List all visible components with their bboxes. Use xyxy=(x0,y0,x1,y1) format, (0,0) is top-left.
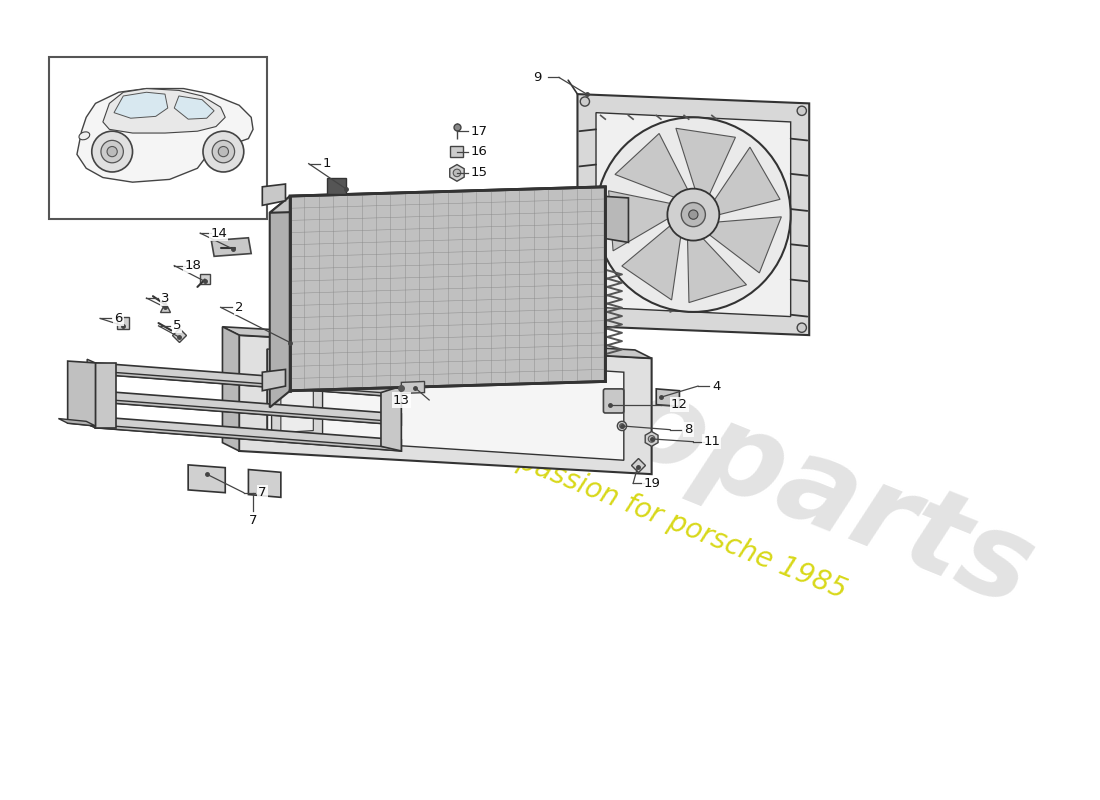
Polygon shape xyxy=(402,382,425,394)
Text: 1: 1 xyxy=(323,157,331,170)
Text: 14: 14 xyxy=(210,226,228,240)
Polygon shape xyxy=(272,346,322,440)
Polygon shape xyxy=(87,370,402,398)
Polygon shape xyxy=(596,113,791,317)
Bar xyxy=(50,57,267,219)
Circle shape xyxy=(581,97,590,106)
Circle shape xyxy=(212,140,234,162)
Polygon shape xyxy=(715,147,780,214)
Text: 19: 19 xyxy=(644,477,660,490)
Text: 2: 2 xyxy=(235,301,243,314)
Text: 15: 15 xyxy=(471,166,487,179)
Text: 7: 7 xyxy=(258,486,266,499)
Polygon shape xyxy=(688,238,747,302)
Circle shape xyxy=(689,210,698,219)
Polygon shape xyxy=(262,184,286,206)
Polygon shape xyxy=(96,417,402,451)
Ellipse shape xyxy=(79,132,90,140)
Polygon shape xyxy=(96,390,402,425)
Circle shape xyxy=(596,118,791,312)
Circle shape xyxy=(204,131,244,172)
Polygon shape xyxy=(267,349,624,460)
Polygon shape xyxy=(578,94,810,335)
Text: 8: 8 xyxy=(684,423,693,436)
Polygon shape xyxy=(615,134,688,198)
Circle shape xyxy=(668,189,719,241)
Polygon shape xyxy=(77,89,253,182)
Text: 7: 7 xyxy=(249,514,257,527)
Circle shape xyxy=(91,131,132,172)
Text: 16: 16 xyxy=(471,145,487,158)
Polygon shape xyxy=(96,363,402,398)
Circle shape xyxy=(101,140,123,162)
Circle shape xyxy=(648,435,654,442)
Polygon shape xyxy=(646,431,658,446)
Circle shape xyxy=(798,106,806,115)
Circle shape xyxy=(798,323,806,332)
Polygon shape xyxy=(96,363,115,428)
Circle shape xyxy=(581,314,590,323)
Polygon shape xyxy=(270,196,290,407)
Polygon shape xyxy=(601,196,628,242)
Text: europarts: europarts xyxy=(402,280,1049,631)
Polygon shape xyxy=(280,354,314,433)
Polygon shape xyxy=(222,326,651,358)
Text: 9: 9 xyxy=(534,71,542,84)
Polygon shape xyxy=(290,187,605,390)
Polygon shape xyxy=(262,370,286,390)
Bar xyxy=(327,178,345,194)
FancyBboxPatch shape xyxy=(451,146,463,157)
Text: a passion for porsche 1985: a passion for porsche 1985 xyxy=(490,437,850,604)
Circle shape xyxy=(617,422,627,430)
Polygon shape xyxy=(608,190,670,251)
Text: 11: 11 xyxy=(703,435,720,448)
Text: 3: 3 xyxy=(161,291,169,305)
Polygon shape xyxy=(657,389,680,406)
Circle shape xyxy=(681,202,705,226)
Polygon shape xyxy=(211,238,251,256)
Polygon shape xyxy=(174,96,214,119)
Polygon shape xyxy=(114,92,168,118)
Text: 5: 5 xyxy=(173,319,182,332)
Polygon shape xyxy=(87,398,402,425)
Polygon shape xyxy=(675,128,736,194)
Polygon shape xyxy=(222,326,239,451)
Text: 17: 17 xyxy=(471,125,487,138)
Polygon shape xyxy=(87,424,402,451)
Text: 4: 4 xyxy=(713,379,721,393)
Polygon shape xyxy=(621,226,681,300)
Text: 12: 12 xyxy=(671,398,688,411)
Circle shape xyxy=(619,424,625,428)
Polygon shape xyxy=(239,335,651,474)
Polygon shape xyxy=(58,418,96,426)
Polygon shape xyxy=(103,89,226,133)
Polygon shape xyxy=(450,165,464,182)
Polygon shape xyxy=(710,217,781,273)
Polygon shape xyxy=(87,359,96,428)
Polygon shape xyxy=(381,386,402,451)
Text: 6: 6 xyxy=(114,312,123,325)
FancyBboxPatch shape xyxy=(604,389,624,413)
Polygon shape xyxy=(270,187,605,213)
Circle shape xyxy=(218,146,229,157)
Text: 13: 13 xyxy=(393,394,410,406)
Circle shape xyxy=(453,169,461,177)
Polygon shape xyxy=(188,465,226,493)
Text: 18: 18 xyxy=(185,259,201,272)
Polygon shape xyxy=(249,470,280,498)
Polygon shape xyxy=(68,361,96,426)
Circle shape xyxy=(107,146,118,157)
